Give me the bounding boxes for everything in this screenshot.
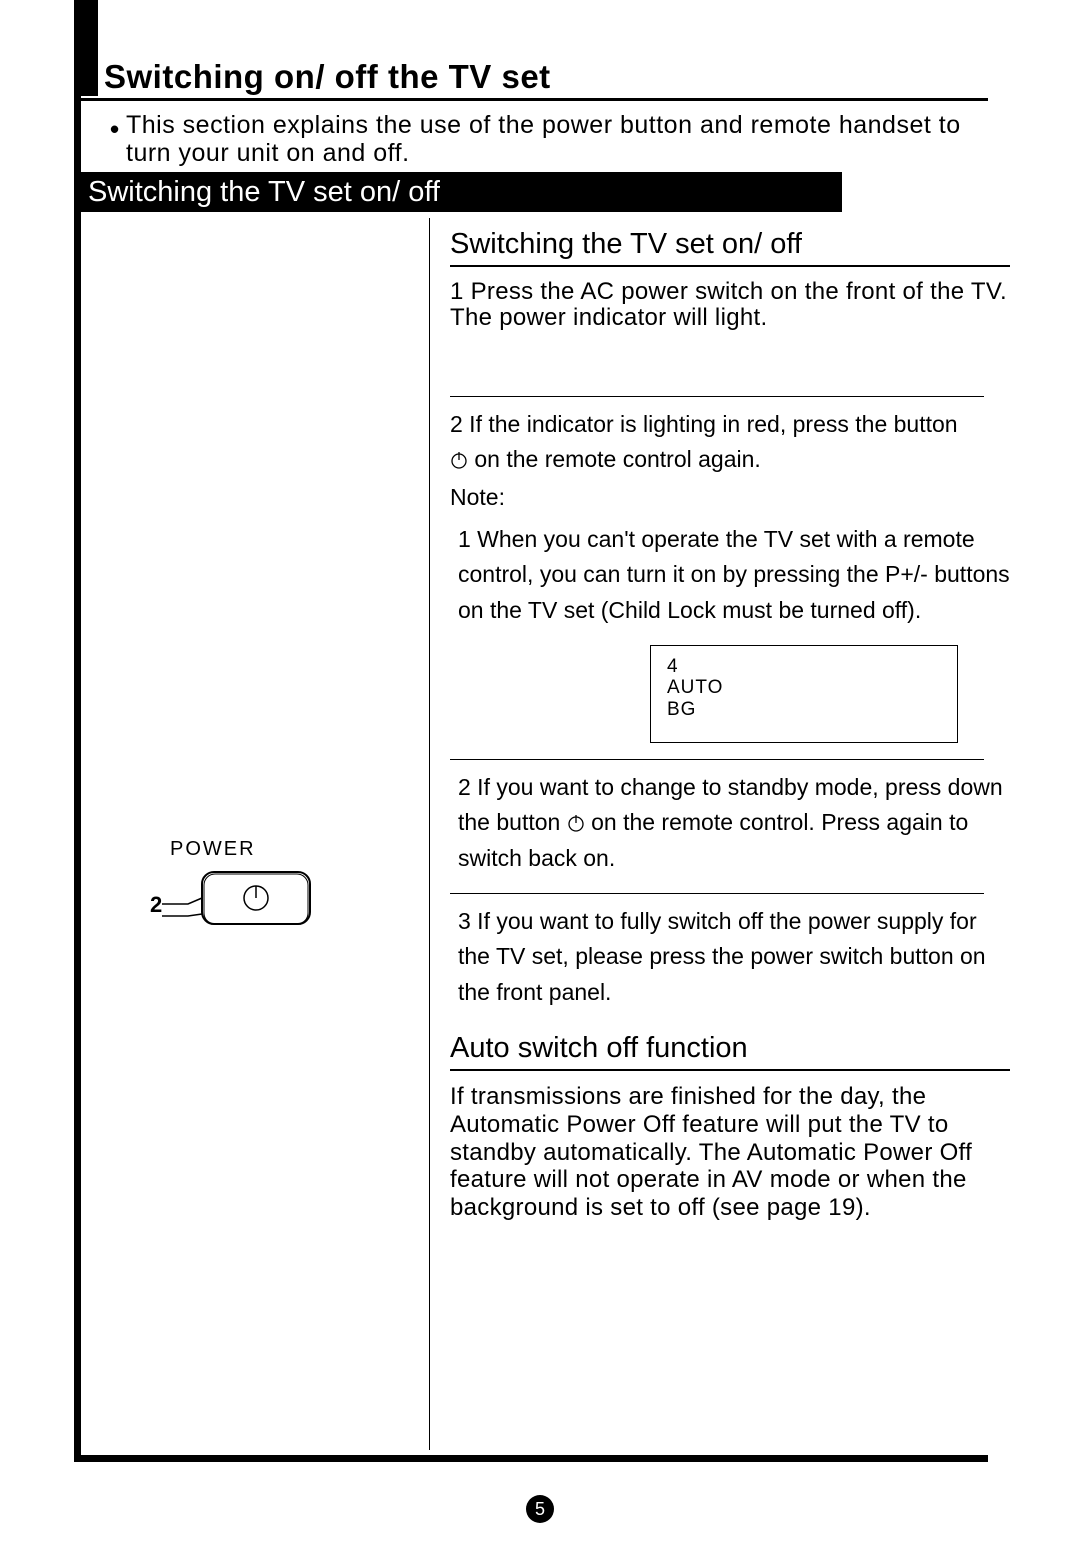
- step-number: 2: [150, 892, 162, 917]
- step-2b: on the remote control again.: [474, 446, 760, 472]
- osd-line-1: 4: [667, 656, 941, 678]
- osd-line-3: BG: [667, 699, 941, 721]
- frame-left: [74, 0, 81, 1462]
- step-1-text: 1 Press the AC power switch on the front…: [450, 279, 1010, 332]
- spacer: [450, 332, 1010, 380]
- bullet-dot: •: [110, 114, 119, 145]
- frame-bottom: [74, 1455, 988, 1462]
- manual-page: Switching on/ off the TV set • This sect…: [0, 0, 1080, 1561]
- remote-button-diagram: 2: [138, 864, 318, 939]
- power-icon: [450, 451, 468, 469]
- rule: [450, 265, 1010, 267]
- auto-off-text: If transmissions are finished for the da…: [450, 1083, 1010, 1221]
- note-2-text: 2 If you want to change to standby mode,…: [450, 770, 1010, 877]
- rule: [450, 396, 984, 397]
- note-1-text: 1 When you can't operate the TV set with…: [450, 522, 1010, 629]
- rule: [450, 893, 984, 894]
- note-label: Note:: [450, 480, 1010, 516]
- osd-line-2: AUTO: [667, 677, 941, 699]
- rule: [450, 1069, 1010, 1071]
- step-2-text: 2 If the indicator is lighting in red, p…: [450, 407, 1010, 478]
- page-title: Switching on/ off the TV set: [104, 58, 551, 96]
- right-column: Switching the TV set on/ off 1 Press the…: [450, 218, 1010, 1221]
- page-number: 5: [526, 1495, 554, 1523]
- note-3-text: 3 If you want to fully switch off the po…: [450, 904, 1010, 1011]
- title-underline: [74, 98, 988, 101]
- left-column: POWER 2: [98, 218, 423, 1450]
- intro-text: This section explains the use of the pow…: [126, 112, 990, 167]
- osd-display-box: 4 AUTO BG: [650, 645, 958, 743]
- section-bar: Switching the TV set on/ off: [74, 172, 842, 212]
- subheading-1: Switching the TV set on/ off: [450, 228, 1010, 261]
- column-divider: [429, 218, 430, 1450]
- step-2a: 2 If the indicator is lighting in red, p…: [450, 411, 958, 437]
- power-label: POWER: [170, 838, 256, 861]
- subheading-2: Auto switch off function: [450, 1032, 1010, 1065]
- rule: [450, 759, 984, 760]
- page-number-wrap: 5: [0, 1495, 1080, 1523]
- power-icon: [567, 814, 585, 832]
